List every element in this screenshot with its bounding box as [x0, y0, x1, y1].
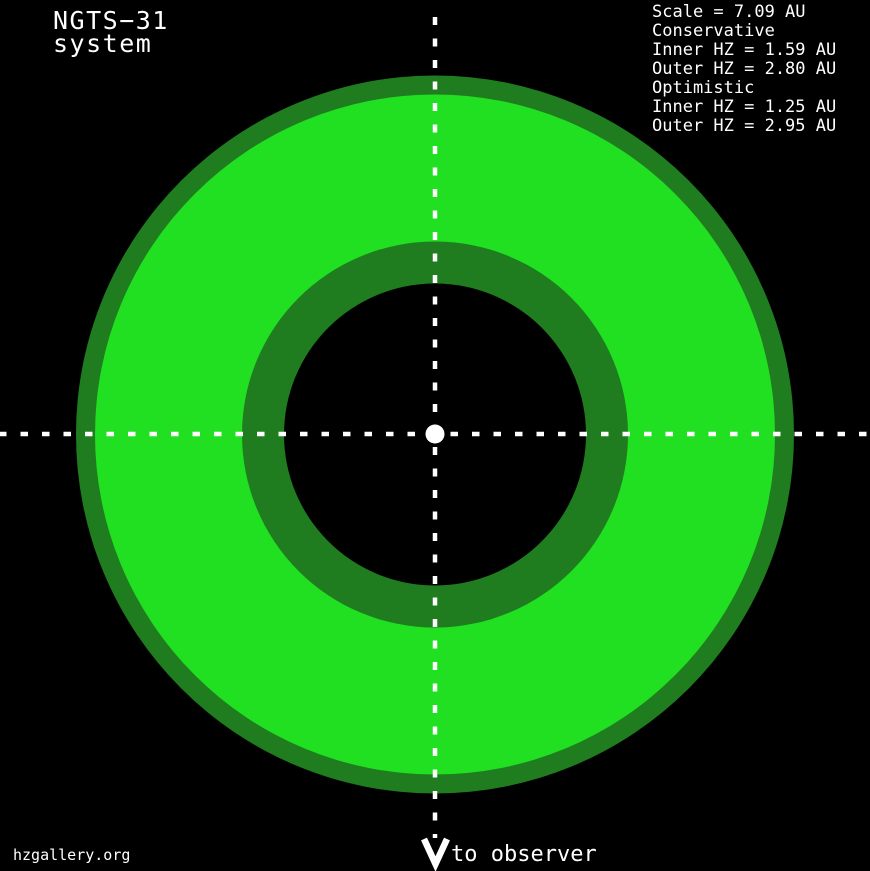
hz-info-conservative-header: Conservative [652, 21, 775, 41]
hz-info-conservative-outer: Outer HZ = 2.80 AU [652, 59, 837, 79]
hz-info-scale: Scale = 7.09 AU [652, 2, 806, 22]
hz-info-optimistic-inner: Inner HZ = 1.25 AU [652, 97, 837, 117]
hz-info-panel: Scale = 7.09 AU Conservative Inner HZ = … [652, 3, 836, 136]
observer-label: to observer [451, 842, 597, 867]
watermark: hzgallery.org [13, 846, 131, 864]
system-title: NGTS−31 system [53, 6, 169, 58]
observer-arrow-icon [421, 837, 450, 871]
star-icon [425, 424, 445, 444]
system-title-line-2: system [53, 29, 153, 58]
hz-info-optimistic-header: Optimistic [652, 78, 755, 98]
hz-info-optimistic-outer: Outer HZ = 2.95 AU [652, 116, 837, 136]
hz-info-conservative-inner: Inner HZ = 1.59 AU [652, 40, 837, 60]
system-title-line-1: NGTS−31 [53, 6, 169, 35]
